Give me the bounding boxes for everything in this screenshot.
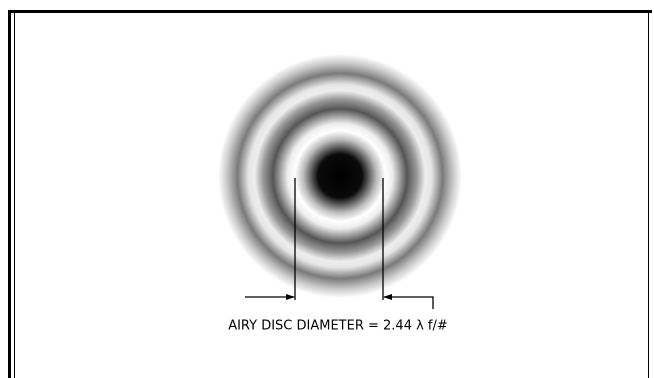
left-arrowhead bbox=[286, 294, 295, 300]
page: AIRY DISC DIAMETER = 2.44 λ f/# bbox=[0, 0, 654, 378]
airy-disc bbox=[218, 54, 462, 298]
diagram-label: AIRY DISC DIAMETER = 2.44 λ f/# bbox=[228, 319, 448, 334]
frame-left bbox=[8, 10, 11, 378]
frame-left-inner bbox=[14, 13, 15, 378]
frame-top bbox=[8, 10, 652, 13]
frame-right bbox=[648, 13, 649, 378]
right-arrowhead bbox=[383, 294, 392, 300]
